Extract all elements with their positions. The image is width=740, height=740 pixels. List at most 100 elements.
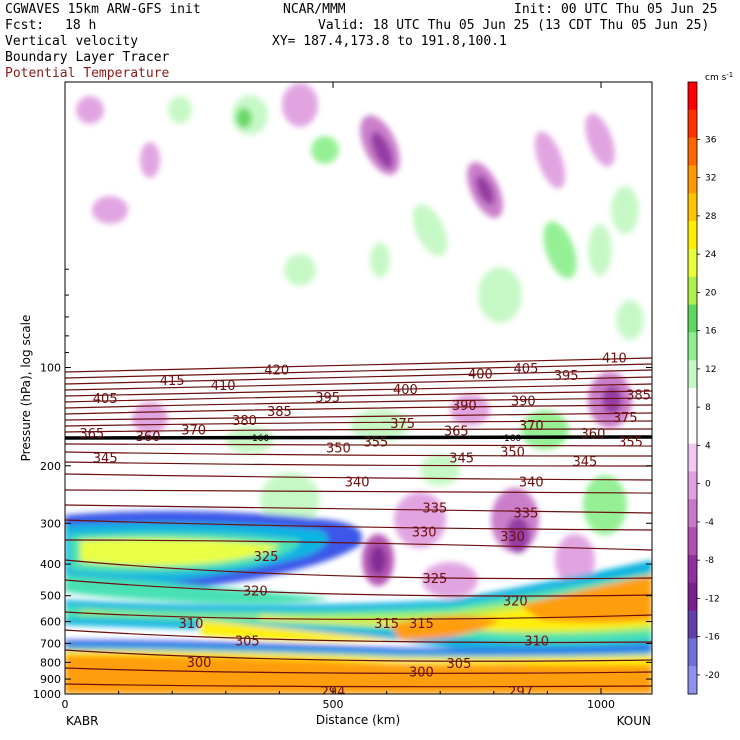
colorbar-tick-label: 32 <box>705 174 716 184</box>
y-tick-label: 200 <box>40 460 61 473</box>
theta-contour-label: 365 <box>444 424 469 439</box>
theta-contour-label: 390 <box>511 394 536 409</box>
colorbar-tick-label: -12 <box>705 594 720 604</box>
colorbar-tick-label: 4 <box>705 441 711 451</box>
tropopause-line <box>65 435 652 440</box>
colorbar-tick-label: -20 <box>705 671 720 681</box>
theta-contour-label: 345 <box>573 455 598 470</box>
x-tick-label: 500 <box>323 698 344 711</box>
theta-contour-label: 355 <box>618 436 643 451</box>
forecast-label: Fcst: <box>5 18 44 33</box>
y-tick-label: 600 <box>40 616 61 629</box>
colorbar-tick-label: 20 <box>705 288 717 298</box>
y-tick-label: 100 <box>40 362 61 375</box>
theta-contour-label: 360 <box>136 430 161 445</box>
theta-contour-label: 310 <box>524 634 549 649</box>
colorbar-segment <box>688 248 697 278</box>
y-axis-label: Pressure (hPa), log scale <box>19 315 33 462</box>
colorbar-tick-label: 12 <box>705 365 716 375</box>
theta-contour-label: 370 <box>519 419 544 434</box>
colorbar-segment <box>688 471 697 500</box>
theta-contour-label: 385 <box>626 389 651 404</box>
y-axis: 100 200 300 400 500 600 700 800 900 1000 <box>33 268 652 701</box>
colorbar-unit-exponent: -1 <box>726 71 733 79</box>
colorbar-segment <box>688 332 697 361</box>
colorbar-segment <box>688 666 697 695</box>
colorbar-segment <box>688 527 697 556</box>
colorbar-segment <box>688 388 697 417</box>
theta-contour-label: 315 <box>409 617 434 632</box>
theta-contour-label: 415 <box>160 374 185 389</box>
theta-contour-label: 405 <box>514 362 539 377</box>
colorbar-segment <box>688 304 697 333</box>
x-axis: 0 500 1000 <box>62 82 615 711</box>
colorbar-segment <box>688 109 697 139</box>
valid-time: Valid: 18 UTC Thu 05 Jun 25 (13 CDT Thu … <box>318 18 709 33</box>
theta-contour-label: 410 <box>211 379 236 394</box>
y-tick-label: 300 <box>40 517 61 530</box>
forecast-hour: 18 h <box>65 18 96 33</box>
colorbar-unit-text: cm s <box>705 73 727 83</box>
theta-contour-label: 385 <box>267 405 292 420</box>
colorbar-tick-label: 24 <box>705 250 717 260</box>
x-tick-label: 1000 <box>587 698 615 711</box>
institution: NCAR/MMM <box>283 2 346 17</box>
theta-contour-label: 335 <box>422 501 447 516</box>
colorbar-segment <box>688 165 697 194</box>
colorbar-tick-label: 0 <box>705 480 711 490</box>
theta-contour-label: 400 <box>393 383 418 398</box>
y-tick-label: 400 <box>40 558 61 571</box>
theta-contour-label: 345 <box>449 452 474 467</box>
colorbar-tick-label: 36 <box>705 135 717 145</box>
colorbar-tick-label: 8 <box>705 403 711 413</box>
theta-contour-label: 330 <box>412 525 437 540</box>
tropopause-marker-2: 160 <box>504 434 521 444</box>
theta-contour-label: 390 <box>452 399 477 414</box>
theta-contour-label: 365 <box>79 427 104 442</box>
field-vertical-velocity: Vertical velocity <box>5 34 138 49</box>
theta-contour-label: 310 <box>179 617 204 632</box>
colorbar-segment <box>688 221 697 250</box>
theta-contour-label: 355 <box>363 436 388 451</box>
theta-contour-label: 297 <box>508 685 533 700</box>
colorbar-segment <box>688 415 697 445</box>
colorbar-segment <box>688 499 697 528</box>
theta-contour-label: 395 <box>315 391 340 406</box>
theta-contour-label: 315 <box>374 617 399 632</box>
colorbar-segment <box>688 82 697 111</box>
theta-contour-label: 400 <box>468 367 493 382</box>
tropopause-marker-1: 160 <box>252 434 269 444</box>
theta-contour-label: 380 <box>232 414 257 429</box>
y-tick-label: 800 <box>40 656 61 669</box>
theta-contour-label: 305 <box>235 634 260 649</box>
theta-contour-label: 345 <box>93 452 118 467</box>
theta-contour-label: 320 <box>503 594 528 609</box>
theta-contour-label: 350 <box>326 441 351 456</box>
theta-contour-label: 335 <box>514 506 539 521</box>
colorbar-unit: cm s-1 <box>705 71 733 83</box>
theta-contour-label: 375 <box>613 411 638 426</box>
theta-contour-label: 395 <box>554 369 579 384</box>
colorbar-segment <box>688 360 697 389</box>
field-boundary-layer-tracer: Boundary Layer Tracer <box>5 50 170 65</box>
theta-contour-label: 300 <box>409 666 434 681</box>
theta-contour-label: 405 <box>93 392 118 407</box>
x-tick-label: 0 <box>62 698 69 711</box>
colorbar-tick-label: 28 <box>705 212 717 222</box>
theta-contour-label: 305 <box>447 657 472 672</box>
theta-contour-label: 350 <box>500 445 525 460</box>
colorbar-segment <box>688 582 697 612</box>
theta-contour-label: 340 <box>519 475 544 490</box>
theta-contour-label: 410 <box>602 352 627 367</box>
theta-contour-label: 300 <box>187 656 212 671</box>
theta-contour-label: 340 <box>345 475 370 490</box>
theta-contour-label: 370 <box>181 424 206 439</box>
plot-frame <box>64 81 653 695</box>
colorbar-tick-label: -16 <box>705 633 720 643</box>
model-title: CGWAVES 15km ARW-GFS init <box>5 2 201 17</box>
colorbar-segment <box>688 638 697 667</box>
y-tick-label: 700 <box>40 637 61 650</box>
